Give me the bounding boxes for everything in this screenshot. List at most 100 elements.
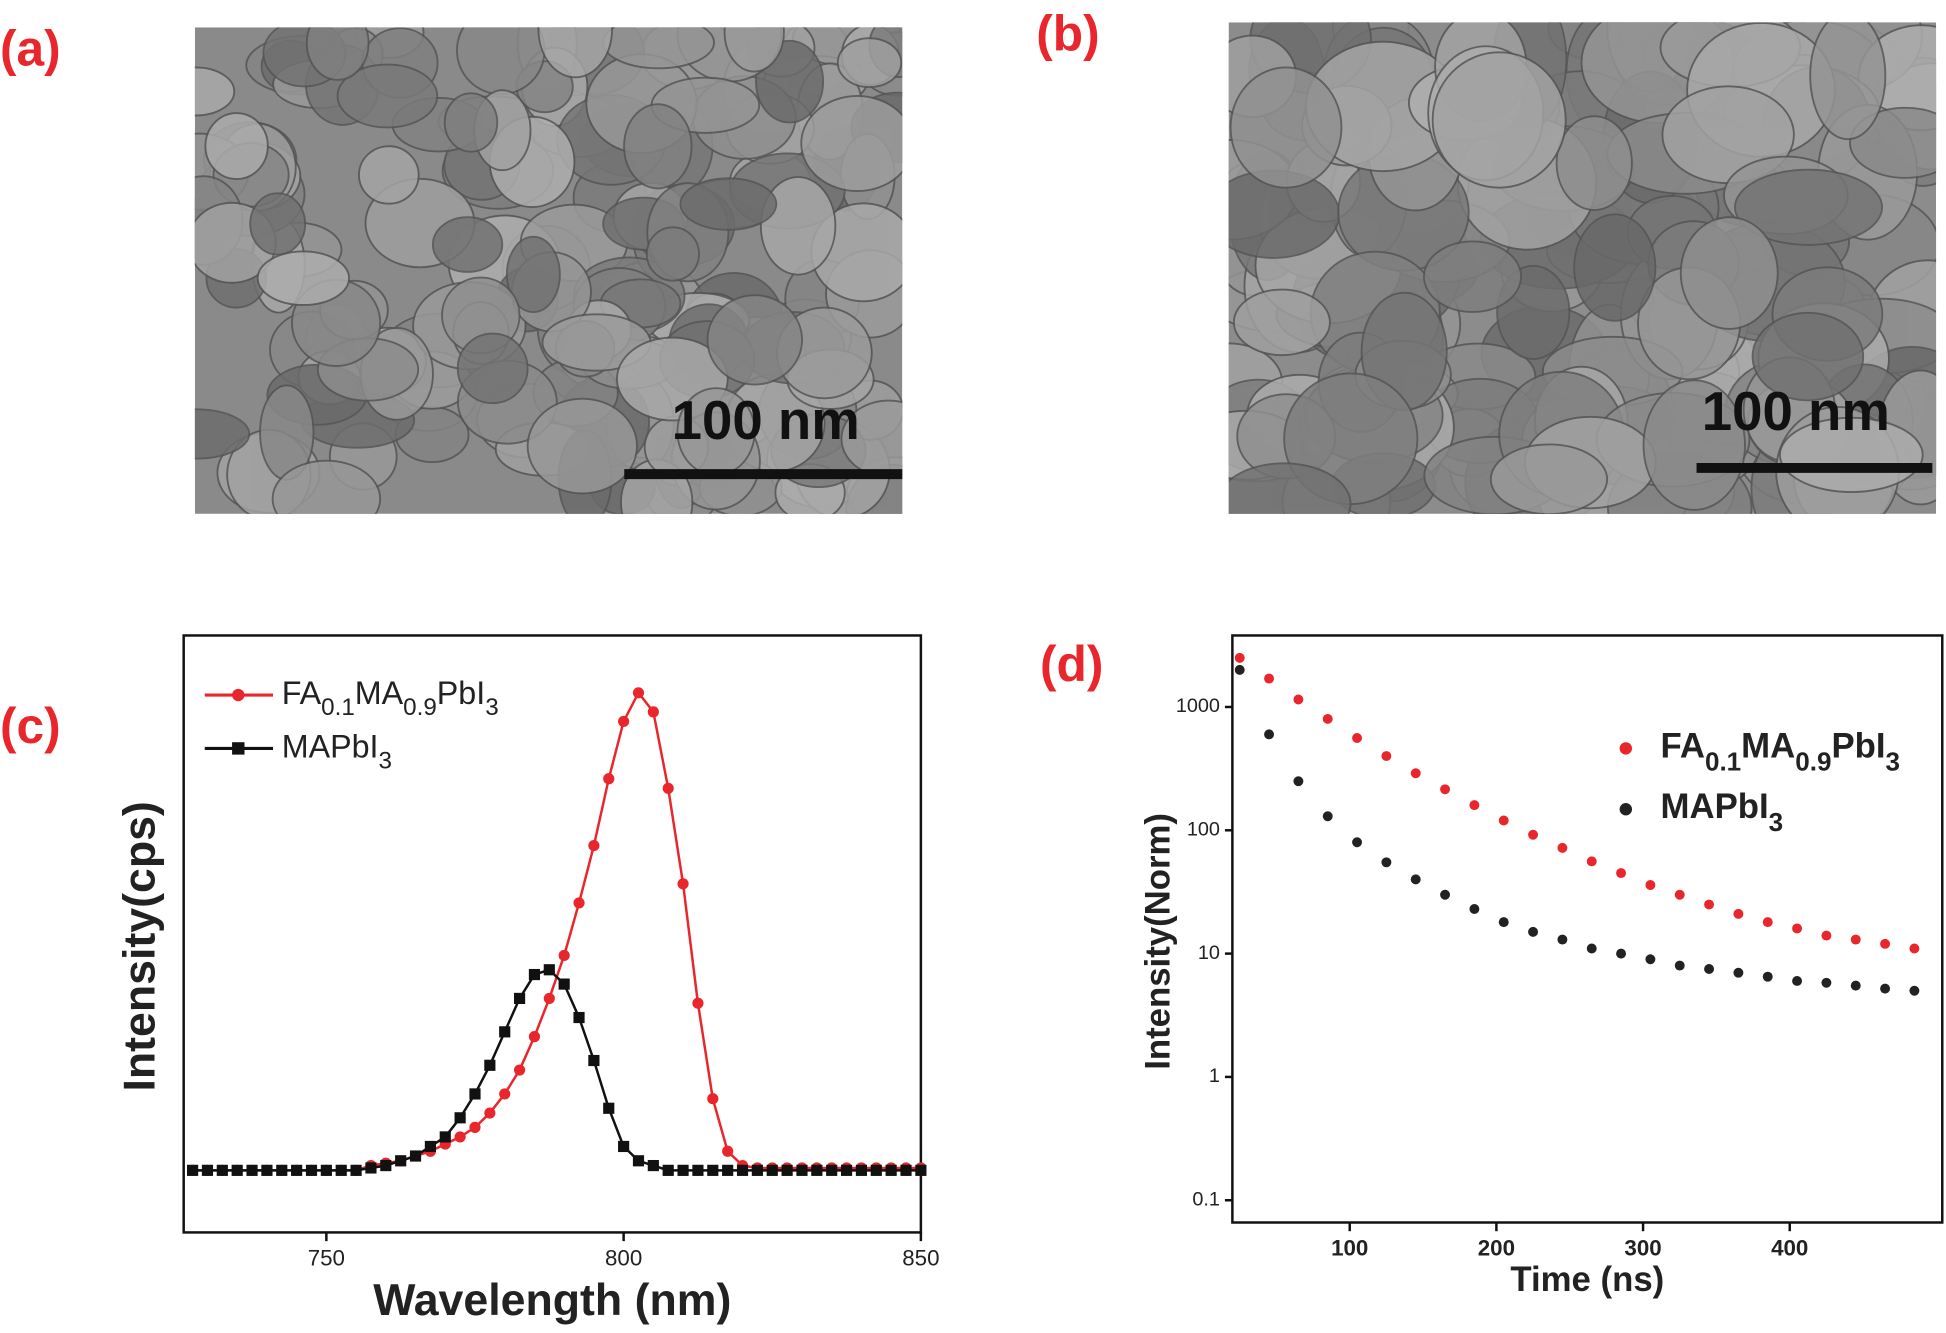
data-point (1616, 868, 1627, 879)
grain (623, 103, 693, 190)
panel-label: (d) (1040, 636, 1103, 692)
data-point (1469, 904, 1480, 914)
data-point (1821, 977, 1832, 988)
grain (836, 37, 903, 89)
legend-label: MAPbI3 (1661, 788, 1784, 837)
data-point (1498, 917, 1509, 928)
y-tick-label: 100 (1187, 819, 1220, 841)
data-point (484, 1059, 496, 1071)
grain (204, 112, 269, 181)
data-point (291, 1164, 303, 1176)
data-point (811, 1164, 823, 1176)
grain (431, 216, 504, 273)
data-point (439, 1131, 451, 1143)
grain (271, 459, 382, 514)
data-point (454, 1112, 466, 1124)
data-point (484, 1107, 496, 1119)
x-tick-label: 400 (1771, 1236, 1808, 1261)
data-point (1469, 800, 1480, 811)
data-point (677, 878, 689, 890)
data-point (558, 949, 570, 962)
data-point (647, 1159, 659, 1172)
data-point (454, 1131, 466, 1143)
grain (249, 192, 307, 256)
grain (706, 294, 803, 386)
data-point (1733, 967, 1744, 978)
panel-label: (a) (0, 20, 61, 76)
data-point (1586, 943, 1597, 954)
data-point (469, 1088, 481, 1100)
data-point (692, 997, 704, 1009)
data-point (1352, 733, 1363, 743)
data-point (885, 1164, 897, 1176)
data-point (1381, 857, 1392, 868)
y-axis-label: Intensity(cps) (116, 801, 165, 1091)
data-point (1440, 889, 1451, 900)
grain (1573, 213, 1657, 322)
grain (723, 27, 785, 73)
sem-image (1228, 22, 1937, 514)
y-tick-label: 1000 (1176, 695, 1220, 717)
data-point (722, 1145, 734, 1157)
scale-bar-label: 100 nm (1702, 381, 1890, 442)
data-point (1410, 768, 1421, 779)
data-point (1616, 948, 1627, 959)
data-point (1528, 829, 1539, 840)
data-point (1880, 983, 1891, 994)
grain (1232, 288, 1331, 357)
data-point (499, 1026, 511, 1038)
grain (679, 177, 778, 231)
data-point (543, 992, 555, 1005)
data-point (1293, 776, 1304, 787)
data-point (662, 1164, 674, 1176)
grain (800, 95, 903, 192)
series-line (192, 690, 921, 1172)
data-point (840, 1164, 853, 1176)
data-point (915, 1164, 927, 1176)
x-tick-label: 100 (1331, 1236, 1368, 1261)
grain (443, 92, 499, 153)
grain (1228, 462, 1352, 514)
data-point (751, 1164, 763, 1176)
data-point (543, 964, 555, 976)
data-point (335, 1164, 347, 1176)
grain (1642, 379, 1746, 511)
data-point (826, 1164, 838, 1176)
x-tick-label: 750 (308, 1246, 345, 1271)
data-point (573, 897, 585, 909)
grain (1679, 216, 1779, 330)
data-point (1645, 880, 1656, 890)
data-point (1234, 652, 1245, 663)
data-point (707, 1164, 719, 1176)
data-point (1850, 934, 1861, 945)
data-point (1586, 856, 1597, 867)
grain (1734, 168, 1883, 246)
data-point (736, 1164, 749, 1176)
legend-marker (1619, 803, 1633, 816)
data-point (677, 1164, 689, 1176)
data-point (722, 1164, 734, 1176)
panel-label: (b) (1036, 5, 1099, 61)
data-point (588, 1054, 600, 1067)
scale-bar-label: 100 nm (672, 390, 860, 451)
data-point (588, 840, 600, 852)
data-point (1498, 815, 1509, 826)
grain (358, 145, 420, 205)
data-point (1674, 889, 1685, 900)
data-point (1440, 784, 1451, 795)
plot-frame (182, 634, 923, 1234)
grain (759, 176, 837, 276)
data-point (499, 1088, 511, 1100)
grain (645, 226, 700, 282)
data-point (692, 1164, 704, 1176)
data-point (1704, 899, 1715, 910)
grain (456, 332, 529, 405)
grain (537, 27, 613, 79)
data-point (796, 1164, 808, 1176)
grain (526, 397, 638, 495)
data-point (1674, 960, 1685, 971)
data-point (1322, 713, 1333, 724)
data-point (855, 1164, 868, 1176)
data-point (276, 1164, 288, 1176)
